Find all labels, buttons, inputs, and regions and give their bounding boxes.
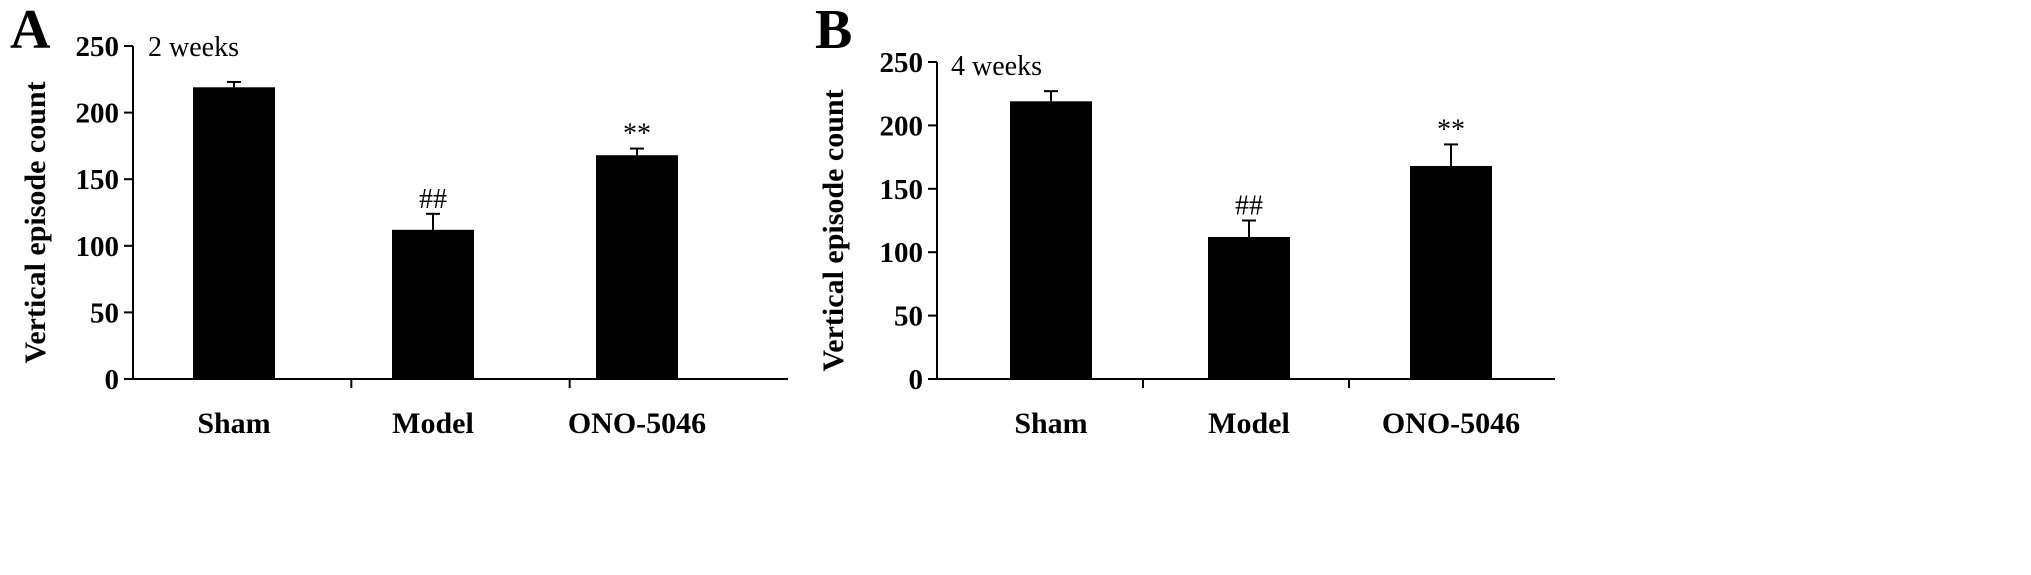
x-category-label: Sham	[197, 407, 270, 440]
bar	[1208, 236, 1290, 379]
x-category-label: ONO-5046	[568, 407, 706, 440]
panel-a-letter: A	[10, 0, 51, 61]
y-tick-label: 200	[76, 98, 120, 130]
x-category-label: Sham	[1014, 407, 1087, 440]
y-tick-label: 50	[90, 297, 119, 329]
y-axis-label: Vertical episode count	[19, 81, 52, 363]
x-category-label: ONO-5046	[1382, 407, 1520, 440]
time-annotation: 4 weeks	[951, 51, 1042, 82]
y-tick-label: 100	[880, 237, 924, 269]
y-tick-label: 0	[105, 364, 120, 396]
y-tick-label: 50	[894, 301, 923, 333]
x-category-label: Model	[1208, 407, 1290, 440]
significance-marker: **	[1437, 114, 1465, 145]
panel-b-letter: B	[815, 0, 852, 61]
y-axis-label: Vertical episode count	[817, 89, 850, 371]
y-tick-label: 250	[76, 31, 120, 63]
significance-marker: **	[623, 119, 651, 150]
x-category-label: Model	[392, 407, 474, 440]
significance-marker: ##	[419, 184, 447, 215]
y-tick-label: 200	[880, 110, 924, 142]
time-annotation: 2 weeks	[148, 32, 239, 63]
y-tick-label: 150	[76, 164, 120, 196]
bar	[1410, 165, 1492, 379]
bar	[193, 87, 275, 380]
significance-marker: ##	[1235, 191, 1263, 222]
bar	[596, 155, 678, 379]
y-tick-label: 250	[880, 47, 924, 79]
bar	[392, 229, 474, 379]
y-tick-label: 0	[909, 364, 924, 396]
bar	[1010, 101, 1092, 380]
y-tick-label: 100	[76, 231, 120, 263]
y-tick-label: 150	[880, 174, 924, 206]
